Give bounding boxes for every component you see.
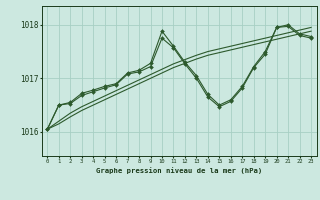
X-axis label: Graphe pression niveau de la mer (hPa): Graphe pression niveau de la mer (hPa) [96,167,262,174]
